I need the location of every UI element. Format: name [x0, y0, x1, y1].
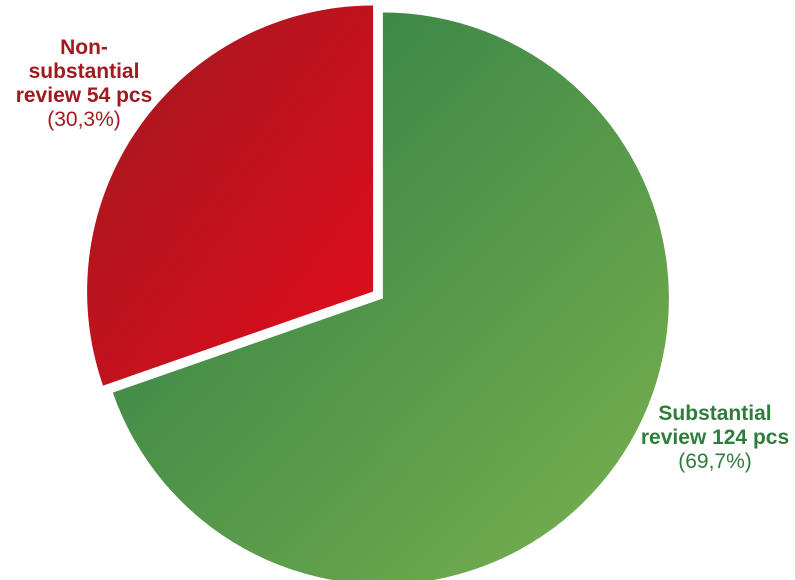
- pie-slice-substantial: [112, 12, 669, 580]
- slice-name-substantial: Substantial review 124 pcs: [640, 402, 790, 449]
- slice-name-non-substantial: Non-substantial review 54 pcs: [15, 36, 153, 107]
- pie-slice-non-substantial: [87, 5, 374, 386]
- slice-percent-substantial: (69,7%): [678, 450, 752, 473]
- slice-label-substantial: Substantial review 124 pcs (69,7%): [640, 402, 790, 474]
- slice-label-non-substantial: Non-substantial review 54 pcs (30,3%): [14, 36, 154, 132]
- slice-percent-non-substantial: (30,3%): [47, 108, 121, 131]
